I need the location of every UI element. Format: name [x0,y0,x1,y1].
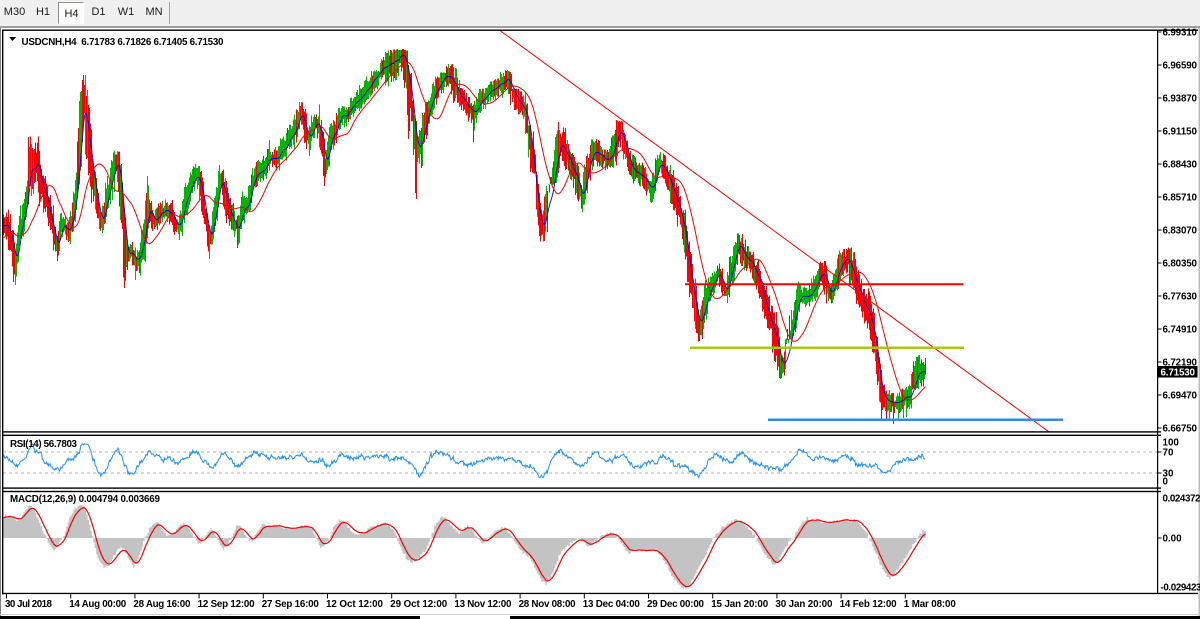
svg-text:6.66750: 6.66750 [1163,424,1198,435]
svg-text:6.96590: 6.96590 [1163,61,1198,72]
svg-text:6.77630: 6.77630 [1163,292,1198,303]
svg-text:100: 100 [1163,438,1180,449]
svg-text:14 Aug 00:00: 14 Aug 00:00 [69,599,127,610]
svg-text:-0.029423: -0.029423 [1161,583,1200,594]
svg-text:29 Dec 00:00: 29 Dec 00:00 [647,599,705,610]
svg-text:6.83070: 6.83070 [1163,226,1198,237]
svg-text:6.69470: 6.69470 [1163,391,1198,402]
svg-text:28 Nov 08:00: 28 Nov 08:00 [519,599,577,610]
svg-text:6.99310: 6.99310 [1163,28,1198,39]
svg-text:27 Sep 16:00: 27 Sep 16:00 [262,599,320,610]
svg-text:70: 70 [1163,448,1174,459]
svg-text:15 Jan 20:00: 15 Jan 20:00 [711,599,769,610]
svg-text:1 Mar 08:00: 1 Mar 08:00 [904,599,957,610]
svg-text:0.024372: 0.024372 [1163,494,1200,505]
svg-text:30 Jan 20:00: 30 Jan 20:00 [775,599,833,610]
svg-text:6.74910: 6.74910 [1163,325,1198,336]
svg-text:MACD(12,26,9) 0.004794 0.00366: MACD(12,26,9) 0.004794 0.003669 [10,494,161,505]
svg-text:6.91150: 6.91150 [1163,127,1198,138]
svg-text:6.85710: 6.85710 [1163,193,1198,204]
svg-text:6.72190: 6.72190 [1163,358,1198,369]
svg-text:30 Jul 2018: 30 Jul 2018 [5,599,53,610]
svg-text:0.00: 0.00 [1163,534,1183,545]
svg-text:0: 0 [1163,477,1169,488]
svg-text:6.93870: 6.93870 [1163,94,1198,105]
svg-text:13 Dec 04:00: 13 Dec 04:00 [583,599,641,610]
svg-text:13 Nov 12:00: 13 Nov 12:00 [454,599,512,610]
svg-text:6.80350: 6.80350 [1163,259,1198,270]
svg-text:14 Feb 12:00: 14 Feb 12:00 [840,599,898,610]
svg-text:6.71530: 6.71530 [1161,367,1196,378]
svg-text:28 Aug 16:00: 28 Aug 16:00 [133,599,191,610]
svg-text:USDCNH,H4 6.71783 6.71826 6.7: USDCNH,H4 6.71783 6.71826 6.71405 6.7153… [22,37,225,48]
svg-text:29 Oct 12:00: 29 Oct 12:00 [390,599,448,610]
svg-text:6.88430: 6.88430 [1163,160,1198,171]
svg-text:12 Oct 12:00: 12 Oct 12:00 [326,599,384,610]
svg-text:12 Sep 12:00: 12 Sep 12:00 [198,599,256,610]
svg-text:30: 30 [1163,469,1174,480]
svg-text:RSI(14) 56.7803: RSI(14) 56.7803 [10,439,78,450]
